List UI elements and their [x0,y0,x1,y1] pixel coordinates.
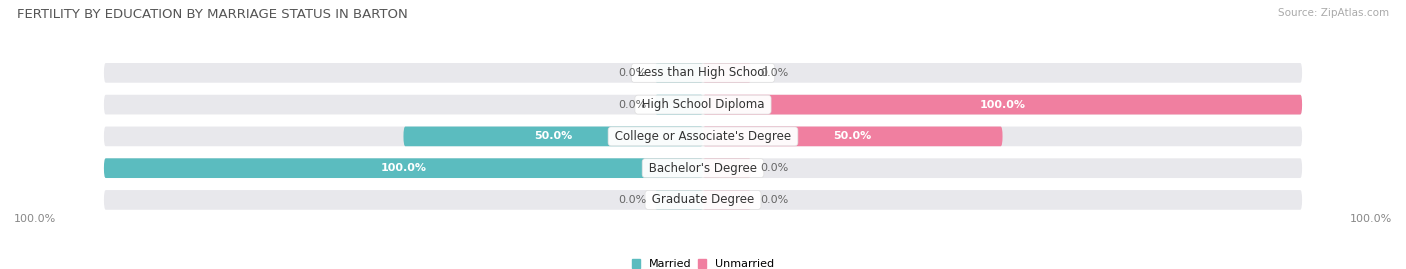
Text: Source: ZipAtlas.com: Source: ZipAtlas.com [1278,8,1389,18]
FancyBboxPatch shape [104,158,1302,178]
Text: Graduate Degree: Graduate Degree [648,193,758,206]
FancyBboxPatch shape [703,95,1302,115]
FancyBboxPatch shape [655,95,703,115]
FancyBboxPatch shape [104,63,1302,83]
FancyBboxPatch shape [104,190,1302,210]
FancyBboxPatch shape [104,126,1302,146]
FancyBboxPatch shape [703,63,751,83]
Text: 0.0%: 0.0% [759,195,789,205]
Text: Less than High School: Less than High School [634,66,772,79]
Text: 100.0%: 100.0% [1350,214,1392,224]
Text: 0.0%: 0.0% [759,68,789,78]
Legend: Married, Unmarried: Married, Unmarried [627,254,779,269]
Text: 100.0%: 100.0% [980,100,1025,110]
Text: 0.0%: 0.0% [617,195,647,205]
Text: FERTILITY BY EDUCATION BY MARRIAGE STATUS IN BARTON: FERTILITY BY EDUCATION BY MARRIAGE STATU… [17,8,408,21]
FancyBboxPatch shape [104,158,703,178]
Text: Bachelor's Degree: Bachelor's Degree [645,162,761,175]
FancyBboxPatch shape [703,190,751,210]
Text: 100.0%: 100.0% [381,163,426,173]
FancyBboxPatch shape [703,126,1002,146]
FancyBboxPatch shape [703,158,751,178]
Text: 50.0%: 50.0% [534,131,572,141]
Text: 0.0%: 0.0% [759,163,789,173]
Text: 50.0%: 50.0% [834,131,872,141]
FancyBboxPatch shape [655,190,703,210]
Text: 0.0%: 0.0% [617,68,647,78]
FancyBboxPatch shape [104,95,1302,115]
Text: High School Diploma: High School Diploma [638,98,768,111]
Text: College or Associate's Degree: College or Associate's Degree [612,130,794,143]
Text: 0.0%: 0.0% [617,100,647,110]
Text: 100.0%: 100.0% [14,214,56,224]
FancyBboxPatch shape [655,63,703,83]
FancyBboxPatch shape [404,126,703,146]
